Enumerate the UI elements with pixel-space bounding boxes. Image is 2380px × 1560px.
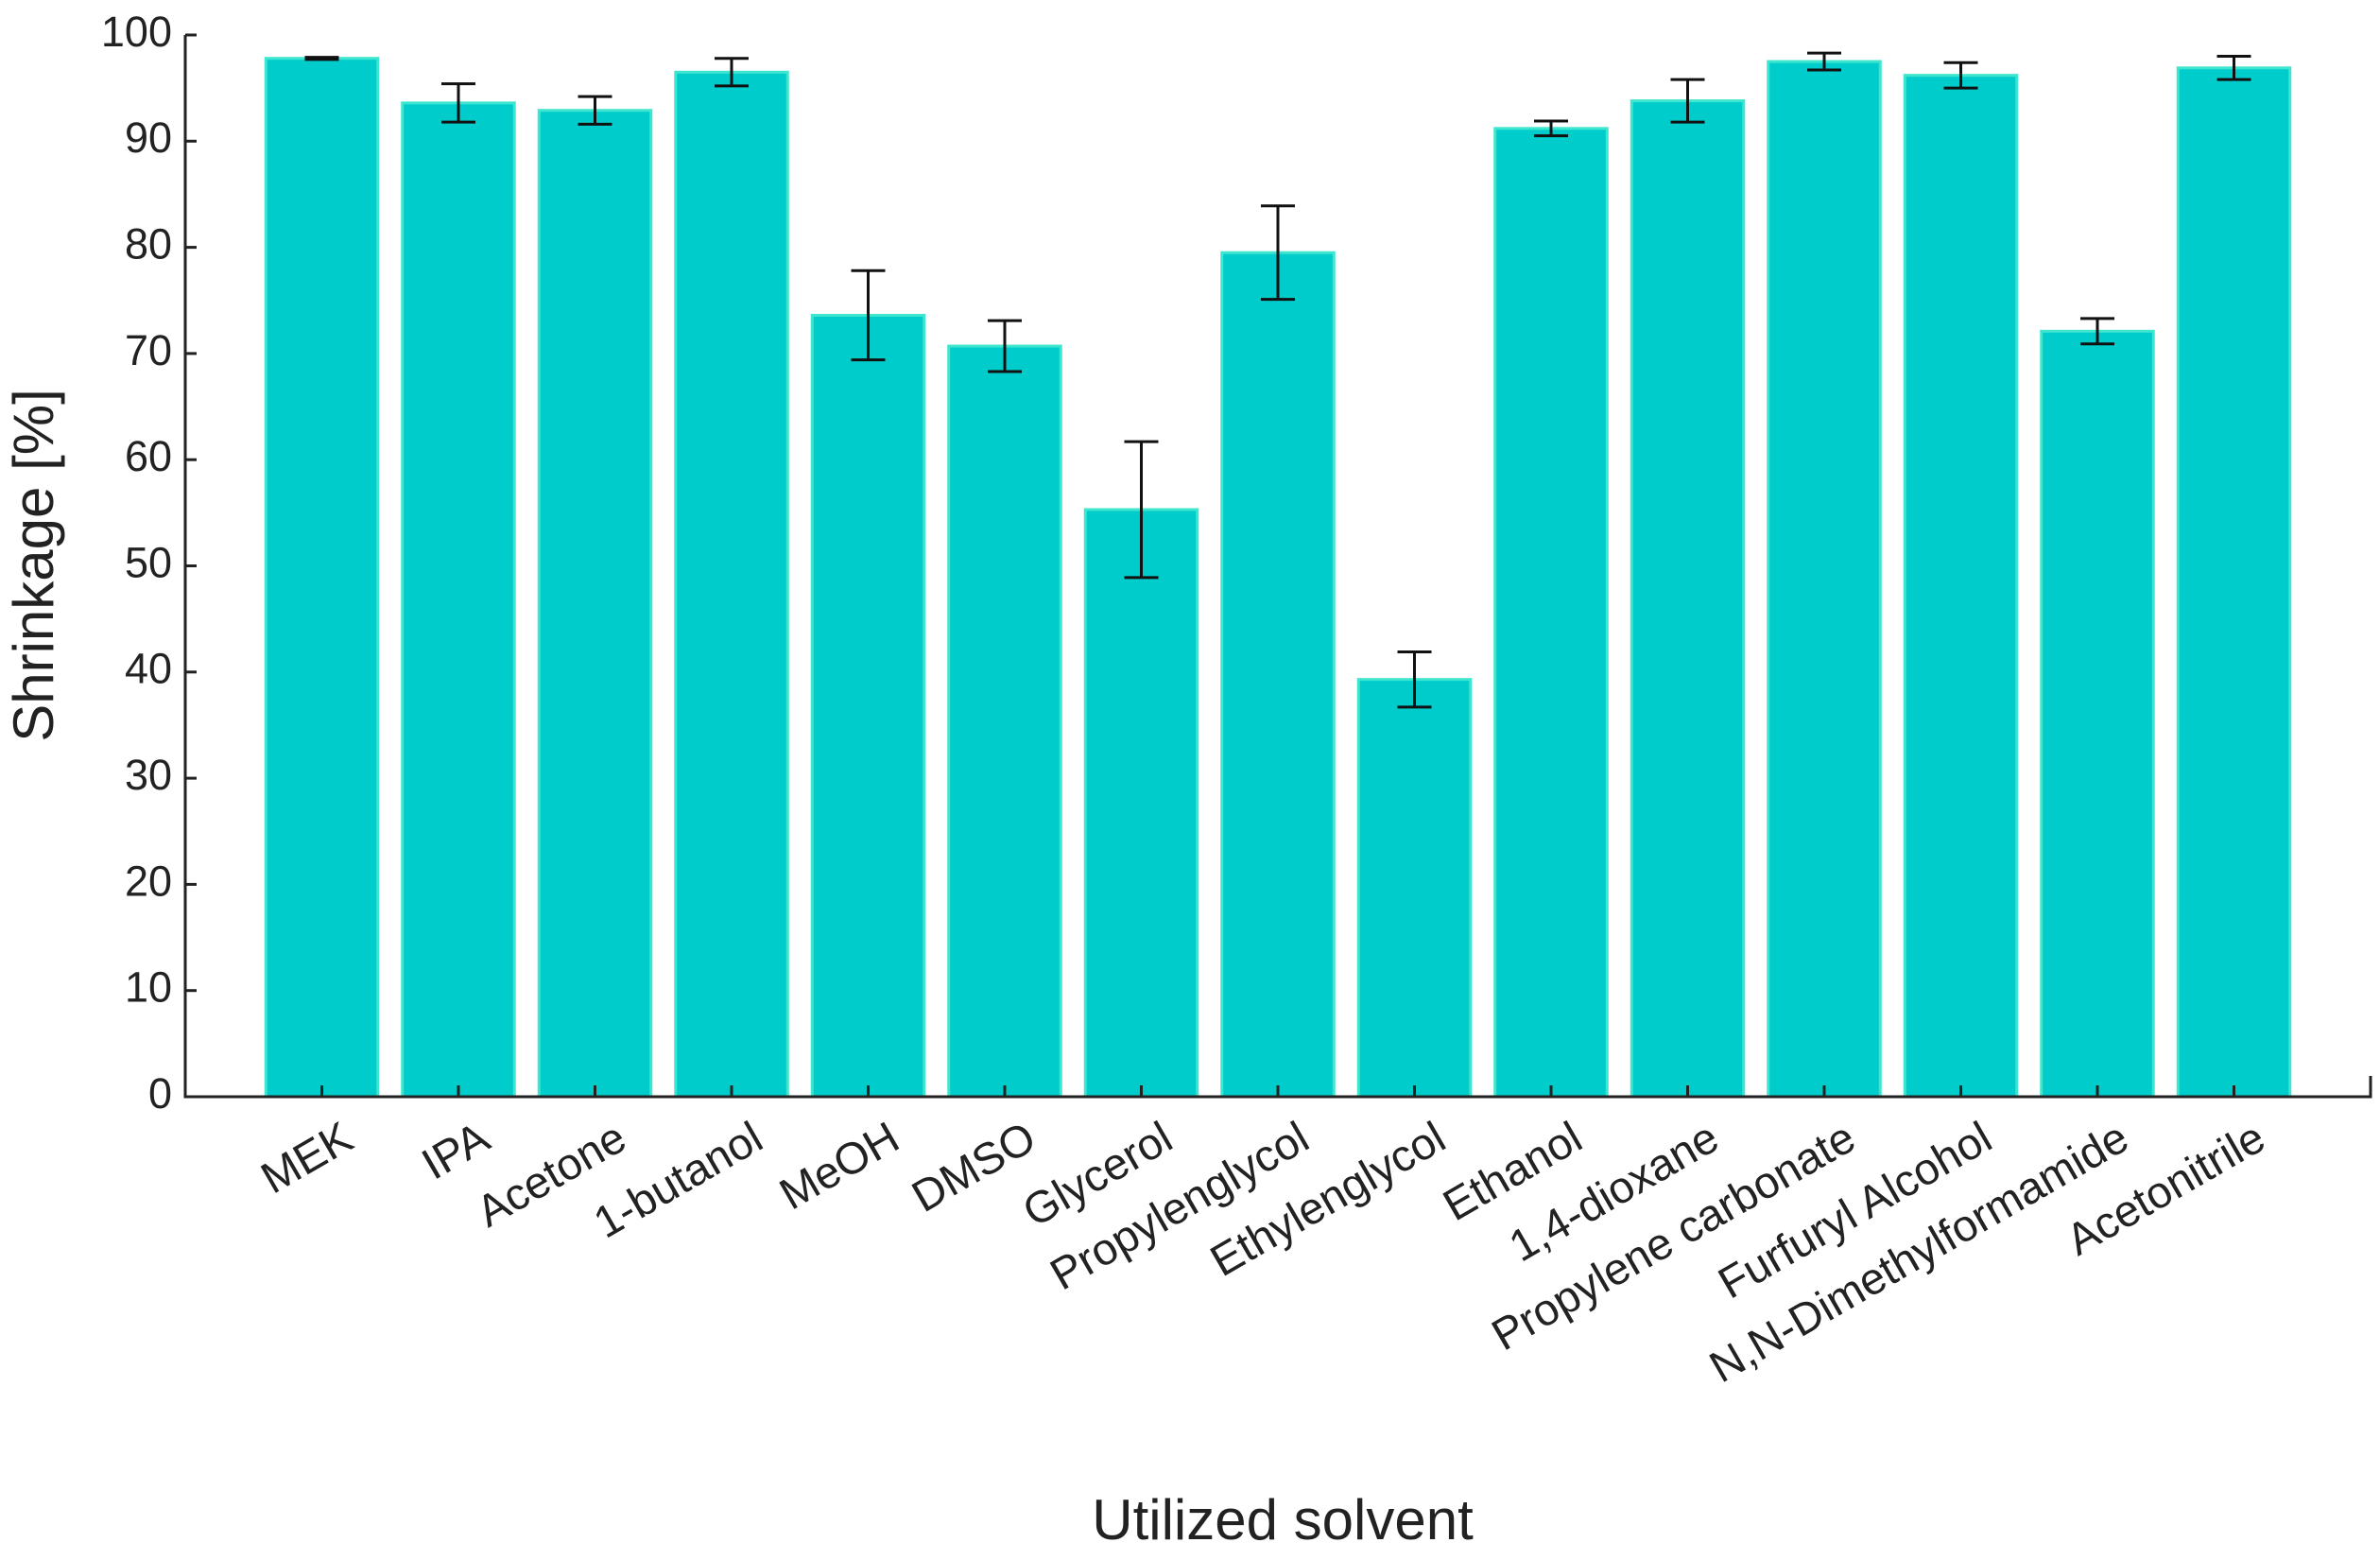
- error-bar: [2216, 54, 2251, 81]
- error-bar: [715, 57, 749, 88]
- bar: [1630, 99, 1746, 1099]
- error-bar: [441, 82, 475, 124]
- bar: [1356, 678, 1473, 1099]
- y-tick-label: 90: [125, 113, 172, 162]
- y-tick-label: 0: [148, 1069, 172, 1118]
- y-tick-label: 70: [125, 326, 172, 374]
- y-axis-label: Shrinkage [%]: [2, 389, 65, 742]
- x-tick-label: MeOH: [771, 1112, 907, 1220]
- bar: [947, 344, 1062, 1099]
- y-tick-label: 60: [125, 432, 172, 480]
- x-tick-label: IPA: [413, 1111, 498, 1188]
- bar: [401, 101, 516, 1099]
- bar: [674, 70, 789, 1099]
- error-bar: [1397, 650, 1432, 709]
- error-bar: [1670, 78, 1705, 124]
- y-tick-label: 30: [125, 751, 172, 799]
- error-bar: [1534, 119, 1568, 138]
- bar: [2040, 329, 2155, 1099]
- y-tick-label: 50: [125, 538, 172, 586]
- y-tick-label: 100: [101, 8, 172, 56]
- y-tick-label: 20: [125, 857, 172, 905]
- bar: [1083, 508, 1199, 1099]
- bar: [1767, 60, 1882, 1099]
- bar: [1220, 251, 1336, 1099]
- y-tick-label: 80: [125, 219, 172, 268]
- error-bar: [2080, 317, 2114, 346]
- bar: [537, 109, 653, 1099]
- error-bar: [851, 269, 886, 362]
- y-tick-label: 40: [125, 645, 172, 693]
- error-bar: [988, 319, 1022, 373]
- bar: [1903, 74, 2019, 1099]
- error-bar: [304, 56, 339, 61]
- error-bar: [1261, 204, 1295, 302]
- bar: [810, 313, 926, 1099]
- error-bar: [1124, 440, 1159, 580]
- axis-line: [183, 35, 2372, 1099]
- x-tick-label: MEK: [252, 1112, 361, 1204]
- error-bar: [1943, 61, 1978, 90]
- bar: [2176, 66, 2292, 1099]
- y-tick-label: 10: [125, 963, 172, 1012]
- error-bar: [1807, 51, 1841, 72]
- bar: [264, 57, 380, 1099]
- bar: [1493, 127, 1609, 1099]
- error-bar: [578, 95, 612, 126]
- x-axis-label: Utilized solvent: [1092, 1488, 1474, 1551]
